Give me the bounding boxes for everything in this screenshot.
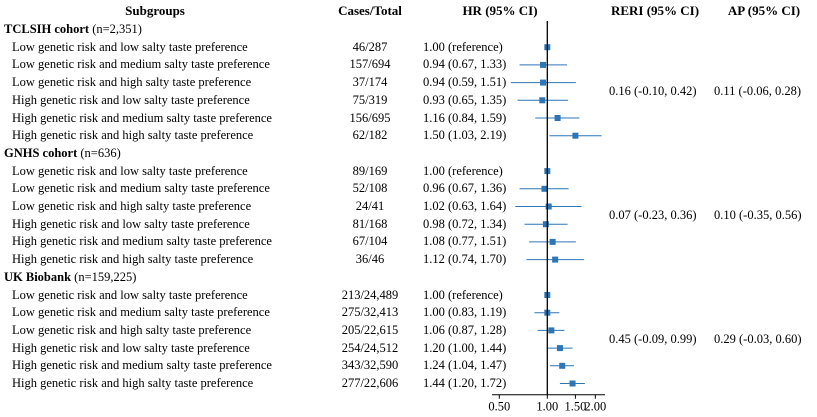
hr-marker [556,345,563,352]
hr-text: 1.16 (0.84, 1.59) [423,110,507,125]
subgroup-label: Low genetic risk and high salty taste pr… [12,199,252,213]
subgroup-label: High genetic risk and high salty taste p… [12,376,254,390]
cases-total: 156/695 [349,110,391,125]
header-hr: HR (95% CI) [462,3,538,18]
cases-total: 213/24,489 [341,287,399,302]
cases-total: 62/182 [352,128,388,143]
cohort-n: (n=636) [80,145,121,160]
cases-total: 36/46 [355,252,385,267]
subgroup-label: High genetic risk and medium salty taste… [12,110,272,125]
cohort-header: TCLSIH cohort (n=2,351) [4,21,142,37]
x-tick-label: 1.00 [536,400,558,414]
hr-text: 0.96 (0.67, 1.36) [423,181,507,196]
cohort-name: UK Biobank [4,269,72,284]
cases-total: 343/32,590 [341,358,399,373]
cohort-n: (n=2,351) [92,22,142,36]
hr-text: 1.24 (1.04, 1.47) [423,358,507,373]
cases-total: 205/22,615 [341,322,399,337]
subgroup-label: High genetic risk and medium salty taste… [12,234,272,249]
subgroup-label: Low genetic risk and low salty taste pre… [12,287,248,302]
cases-total: 81/168 [352,216,388,231]
cohort-name: TCLSIH cohort [4,22,90,36]
cases-total: 277/22,606 [341,376,399,390]
hr-marker [549,238,556,245]
subgroup-label: Low genetic risk and medium salty taste … [12,181,270,196]
header-cases-total: Cases/Total [338,3,402,18]
cases-total: 24/41 [355,199,385,213]
reri-value: 0.16 (-0.10, 0.42) [609,83,697,98]
hr-marker [542,221,549,228]
cases-total: 275/32,413 [341,305,399,320]
ap-value: 0.10 (-0.35, 0.56) [714,207,802,222]
cases-total: 157/694 [349,57,391,72]
subgroup-label: Low genetic risk and low salty taste pre… [12,163,248,178]
hr-marker [539,97,546,104]
hr-text: 0.94 (0.67, 1.33) [423,57,507,72]
hr-marker [559,362,566,369]
x-tick-label: 1.50 [564,400,586,414]
cases-total: 67/104 [352,234,388,249]
subgroup-label: Low genetic risk and medium salty taste … [12,305,270,320]
hr-marker [541,185,548,192]
hr-text: 0.98 (0.72, 1.34) [423,216,507,231]
hr-marker [552,256,559,263]
subgroup-label: Low genetic risk and medium salty taste … [12,57,270,72]
cohort-name: GNHS cohort [4,145,78,160]
hr-text: 1.08 (0.77, 1.51) [423,234,507,249]
hr-text: 0.93 (0.65, 1.35) [423,92,507,107]
cohort-header: GNHS cohort (n=636) [4,145,121,161]
hr-text: 1.44 (1.20, 1.72) [423,376,507,390]
subgroup-label: High genetic risk and high salty taste p… [12,252,254,267]
hr-text: 1.00 (0.83, 1.19) [423,305,507,320]
subgroup-label: High genetic risk and low salty taste pr… [12,216,250,231]
hr-marker [569,380,576,387]
subgroup-label: High genetic risk and medium salty taste… [12,358,272,373]
hr-text: 1.50 (1.03, 2.19) [423,128,507,143]
subgroup-label: Low genetic risk and high salty taste pr… [12,322,252,337]
cohort-header: UK Biobank (n=159,225) [4,269,136,285]
ap-value: 0.29 (-0.03, 0.60) [714,331,802,346]
x-tick-label: 2.00 [584,400,606,414]
subgroup-label: Low genetic risk and low salty taste pre… [12,39,248,54]
hr-marker [554,115,561,121]
subgroup-label: High genetic risk and high salty taste p… [12,128,254,143]
ap-value: 0.11 (-0.06, 0.28) [714,83,802,98]
hr-text: 1.12 (0.74, 1.70) [423,252,507,267]
hr-text: 1.02 (0.63, 1.64) [423,199,507,213]
cases-total: 89/169 [352,163,388,178]
hr-marker [545,203,552,210]
reri-value: 0.07 (-0.23, 0.36) [609,207,697,222]
hr-marker [572,132,579,139]
header-reri: RERI (95% CI) [610,3,700,18]
subgroup-label: High genetic risk and low salty taste pr… [12,340,250,355]
header-subgroups: Subgroups [125,3,185,18]
cases-total: 52/108 [352,181,388,196]
cases-total: 46/287 [352,39,388,54]
reri-value: 0.45 (-0.09, 0.99) [609,331,697,346]
subgroup-label: Low genetic risk and high salty taste pr… [12,75,252,90]
x-tick-label: 0.50 [488,400,510,414]
cases-total: 37/174 [352,75,388,90]
hr-marker [540,61,547,68]
hr-marker [548,327,555,334]
hr-text: 1.00 (reference) [423,39,503,54]
hr-text: 0.94 (0.59, 1.51) [423,75,507,90]
hr-text: 1.00 (reference) [423,163,503,178]
hr-text: 1.00 (reference) [423,287,503,302]
header-ap: AP (95% CI) [727,3,801,18]
subgroup-label: High genetic risk and low salty taste pr… [12,92,250,107]
cases-total: 75/319 [352,92,388,107]
hr-marker [540,79,547,86]
hr-text: 1.20 (1.00, 1.44) [423,340,507,355]
cases-total: 254/24,512 [341,340,399,355]
cohort-n: (n=159,225) [74,269,137,284]
hr-text: 1.06 (0.87, 1.28) [423,322,507,337]
